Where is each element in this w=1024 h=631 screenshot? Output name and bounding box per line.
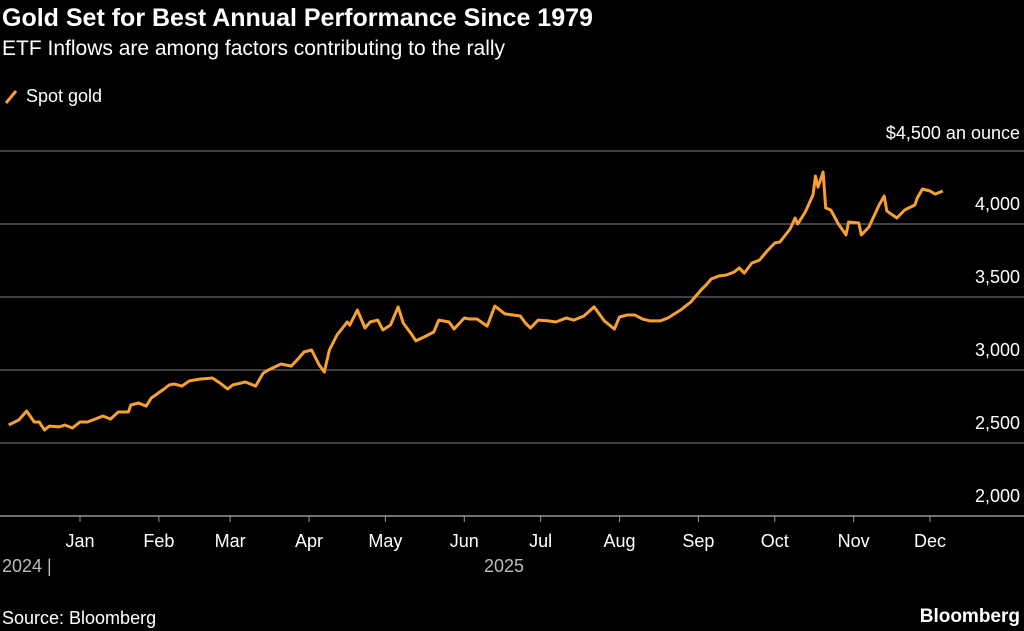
source-note: Source: Bloomberg xyxy=(2,608,157,628)
x-tick-label: Oct xyxy=(760,531,789,551)
y-tick-label: 3,500 xyxy=(974,267,1020,287)
series-line-spot-gold xyxy=(8,170,944,432)
x-tick-label: Jan xyxy=(65,531,95,551)
y-tick-label: 3,000 xyxy=(974,340,1020,360)
y-tick-label: 2,000 xyxy=(974,486,1020,506)
year-label: 2025 xyxy=(484,556,525,576)
x-tick-label: Feb xyxy=(143,531,175,551)
x-tick-label: Aug xyxy=(603,531,636,551)
chart-title: Gold Set for Best Annual Performance Sin… xyxy=(2,4,593,32)
year-label: 2024 | xyxy=(2,556,52,576)
y-tick-label: 2,500 xyxy=(974,413,1020,433)
x-tick-label: Dec xyxy=(914,531,947,551)
brand-logo: Bloomberg xyxy=(919,606,1020,627)
legend-label: Spot gold xyxy=(26,86,103,106)
x-tick-label: May xyxy=(368,531,403,551)
legend-line-icon xyxy=(4,89,18,104)
x-tick-label: Jun xyxy=(449,531,479,551)
x-tick-label: Apr xyxy=(295,531,324,551)
x-tick-label: Sep xyxy=(682,531,715,551)
chart-subtitle: ETF Inflows are among factors contributi… xyxy=(2,37,506,60)
y-unit-label: $4,500 an ounce xyxy=(885,123,1020,143)
x-tick-label: Mar xyxy=(214,531,246,551)
x-tick-label: Nov xyxy=(837,531,870,551)
x-tick-label: Jul xyxy=(529,531,553,551)
y-tick-label: 4,000 xyxy=(974,194,1020,214)
legend: Spot gold xyxy=(4,86,102,107)
